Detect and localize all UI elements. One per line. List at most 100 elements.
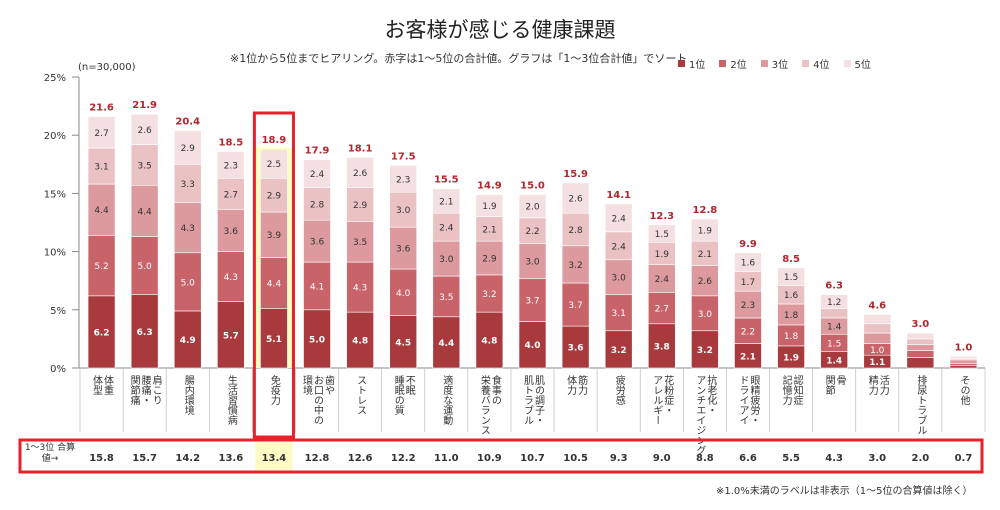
total-value-label: 15.0 <box>520 181 545 192</box>
highlight-sum-fill <box>255 442 293 470</box>
chart-subtitle: ※1位から5位までヒアリング。赤字は1～5位の合計値。グラフは「1～3位合計値」… <box>230 52 688 65</box>
category-label: 環境 <box>301 375 313 396</box>
total-value-label: 4.6 <box>868 300 886 311</box>
footnote: ※1.0%未満のラベルは非表示（1～5位の合算値は除く） <box>716 486 973 497</box>
bar-segment-rank4 <box>604 231 633 261</box>
segment-value-label: 5.0 <box>309 335 325 345</box>
segment-value-label: 2.2 <box>525 227 539 237</box>
total-value-label: 17.9 <box>305 146 330 157</box>
segment-value-label: 3.0 <box>612 274 627 284</box>
category-label: 腰痛・ <box>139 375 151 405</box>
bar-segment-rank5 <box>217 151 245 179</box>
bar-segment-rank3 <box>691 265 719 297</box>
legend-swatch <box>760 60 768 67</box>
category-label: 生活習慣病 <box>225 374 237 426</box>
segment-value-label: 1.2 <box>827 298 841 308</box>
bar-segment-rank1 <box>647 323 676 369</box>
segment-value-label: 4.0 <box>525 341 541 351</box>
total-value-label: 18.1 <box>348 143 373 154</box>
bar-segment-rank3 <box>260 211 288 258</box>
bar-segment-rank4 <box>217 177 245 210</box>
bar-segment-rank5 <box>389 165 418 193</box>
segment-value-label: 3.2 <box>568 261 582 271</box>
segment-value-label: 4.4 <box>137 207 152 217</box>
legend-swatch <box>843 60 851 67</box>
segment-value-label: 2.1 <box>740 352 756 362</box>
category-label: ドライアイ <box>737 375 749 425</box>
segment-value-label: 2.4 <box>655 275 670 285</box>
chart-title: お客様が感じる健康課題 <box>384 18 616 42</box>
top3-sum-value: 5.5 <box>782 453 800 464</box>
segment-value-label: 5.1 <box>266 335 282 345</box>
segment-value-label: 2.7 <box>224 190 238 200</box>
top3-sum-value: 13.4 <box>262 453 287 464</box>
total-value-label: 20.4 <box>175 117 200 128</box>
total-value-label: 14.1 <box>606 190 631 201</box>
y-tick-label: 0% <box>50 364 66 375</box>
top3-sum-value: 15.8 <box>89 453 114 464</box>
bar-segment-rank4 <box>863 323 892 334</box>
bar-segment-rank4 <box>906 338 935 346</box>
sum-row-label: 1～3位 合算値→ <box>24 443 76 464</box>
total-value-label: 21.9 <box>132 100 157 111</box>
category-label: 排尿トラブル <box>915 374 927 435</box>
bar-segment-rank5 <box>906 332 935 340</box>
bar-segment-rank3 <box>130 184 159 237</box>
category-label: 筋力 <box>576 374 588 396</box>
segment-value-label: 3.5 <box>137 161 151 171</box>
category-label: 認知症 <box>791 374 803 406</box>
bar-segment-rank1 <box>906 357 935 369</box>
legend-item-rank4: 4位 <box>802 56 830 71</box>
total-value-label: 12.3 <box>649 211 674 222</box>
bar-segment-rank2 <box>734 317 762 344</box>
segment-value-label: 2.6 <box>698 277 713 287</box>
bar-segment-rank4 <box>346 187 374 222</box>
segment-value-label: 5.7 <box>223 331 239 341</box>
segment-value-label: 2.4 <box>439 224 454 234</box>
category-label: その他 <box>958 375 970 406</box>
segment-value-label: 3.7 <box>525 296 539 306</box>
bar-segment-rank1 <box>475 311 504 369</box>
total-value-label: 17.5 <box>391 151 416 162</box>
bar-segment-rank2 <box>647 292 676 325</box>
segment-value-label: 2.0 <box>525 203 540 213</box>
total-value-label: 15.9 <box>563 169 588 180</box>
category-label: 不眠 <box>403 375 415 396</box>
legend-item-rank5: 5位 <box>843 56 871 71</box>
segment-value-label: 4.4 <box>267 280 282 290</box>
segment-value-label: 1.5 <box>827 339 841 349</box>
top3-sum-value: 12.6 <box>348 453 373 464</box>
top3-sum-value: 15.7 <box>132 453 157 464</box>
highlight-column-box <box>252 111 295 439</box>
highlight-sum-row-box <box>18 438 984 474</box>
segment-value-label: 2.5 <box>267 160 281 170</box>
legend-item-rank1: 1位 <box>678 56 705 71</box>
segment-value-label: 1.4 <box>826 356 842 366</box>
bar-segment-rank5 <box>561 182 590 214</box>
bar-segment-rank1 <box>691 330 719 369</box>
category-label: 体型 <box>91 375 103 395</box>
bar-segment-rank1 <box>260 308 288 369</box>
category-label: 歯や <box>323 374 335 395</box>
bar-segment-rank5 <box>130 113 159 145</box>
bar-segment-rank5 <box>260 148 288 179</box>
bar-segment-rank1 <box>734 343 762 369</box>
segment-value-label: 2.1 <box>439 197 453 207</box>
segment-value-label: 4.3 <box>181 224 195 234</box>
legend-label: 4位 <box>813 60 830 71</box>
bar-segment-rank5 <box>303 159 331 188</box>
bar-segment-rank5 <box>820 294 848 309</box>
segment-value-label: 3.0 <box>396 206 411 216</box>
segment-value-label: 1.9 <box>698 227 713 237</box>
bar-segment-rank1 <box>561 325 590 369</box>
total-value-label: 21.6 <box>89 103 114 114</box>
category-label: 眼精疲労・ <box>748 375 760 425</box>
y-tick-label: 15% <box>44 189 66 200</box>
bar-segment-rank1 <box>87 295 116 369</box>
segment-value-label: 1.8 <box>784 311 799 321</box>
top3-sum-value: 11.0 <box>434 453 459 464</box>
segment-value-label: 2.3 <box>741 301 755 311</box>
segment-value-label: 1.4 <box>827 323 842 333</box>
category-label: 関節痛 <box>128 375 140 406</box>
segment-value-label: 3.7 <box>568 301 582 311</box>
